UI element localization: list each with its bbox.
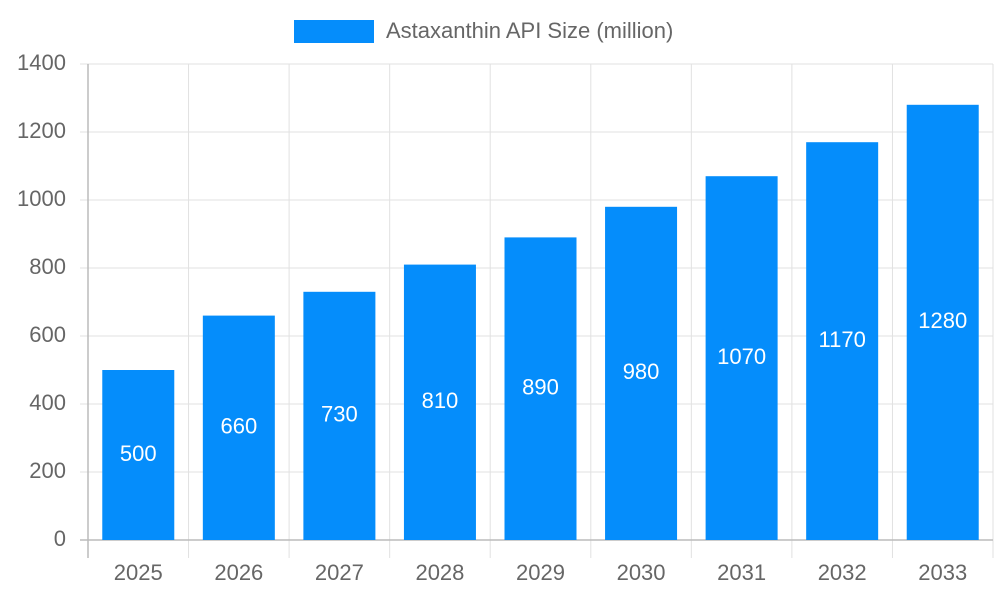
data-label: 500 [120, 441, 157, 466]
data-label: 1280 [918, 308, 967, 333]
x-tick-label: 2033 [918, 560, 967, 585]
y-tick-label: 1200 [17, 118, 66, 143]
data-label: 1170 [819, 327, 866, 352]
y-tick-label: 400 [29, 390, 66, 415]
data-label: 810 [422, 388, 459, 413]
y-tick-label: 1000 [17, 186, 66, 211]
bar [102, 370, 175, 540]
x-tick-label: 2031 [717, 560, 766, 585]
data-label: 660 [220, 414, 257, 439]
bar [303, 291, 376, 540]
y-tick-label: 200 [29, 458, 66, 483]
y-tick-label: 1400 [17, 50, 66, 75]
bar [403, 264, 476, 540]
x-tick-label: 2032 [818, 560, 867, 585]
x-tick-label: 2025 [114, 560, 163, 585]
bar [605, 206, 678, 541]
x-tick-label: 2028 [415, 560, 464, 585]
y-tick-label: 0 [54, 526, 66, 551]
data-label: 1070 [717, 344, 766, 369]
bar [504, 237, 577, 540]
data-label: 980 [623, 359, 660, 384]
data-label: 730 [321, 402, 358, 427]
bar [906, 104, 979, 541]
data-label: 890 [522, 375, 559, 400]
bar [202, 315, 275, 540]
y-tick-label: 800 [29, 254, 66, 279]
y-tick-label: 600 [29, 322, 66, 347]
bar [806, 142, 879, 540]
legend-swatch [294, 20, 374, 43]
x-tick-label: 2027 [315, 560, 364, 585]
legend-label: Astaxanthin API Size (million) [386, 18, 673, 43]
bar [705, 176, 778, 540]
x-tick-label: 2030 [617, 560, 666, 585]
x-tick-label: 2026 [214, 560, 263, 585]
x-tick-label: 2029 [516, 560, 565, 585]
